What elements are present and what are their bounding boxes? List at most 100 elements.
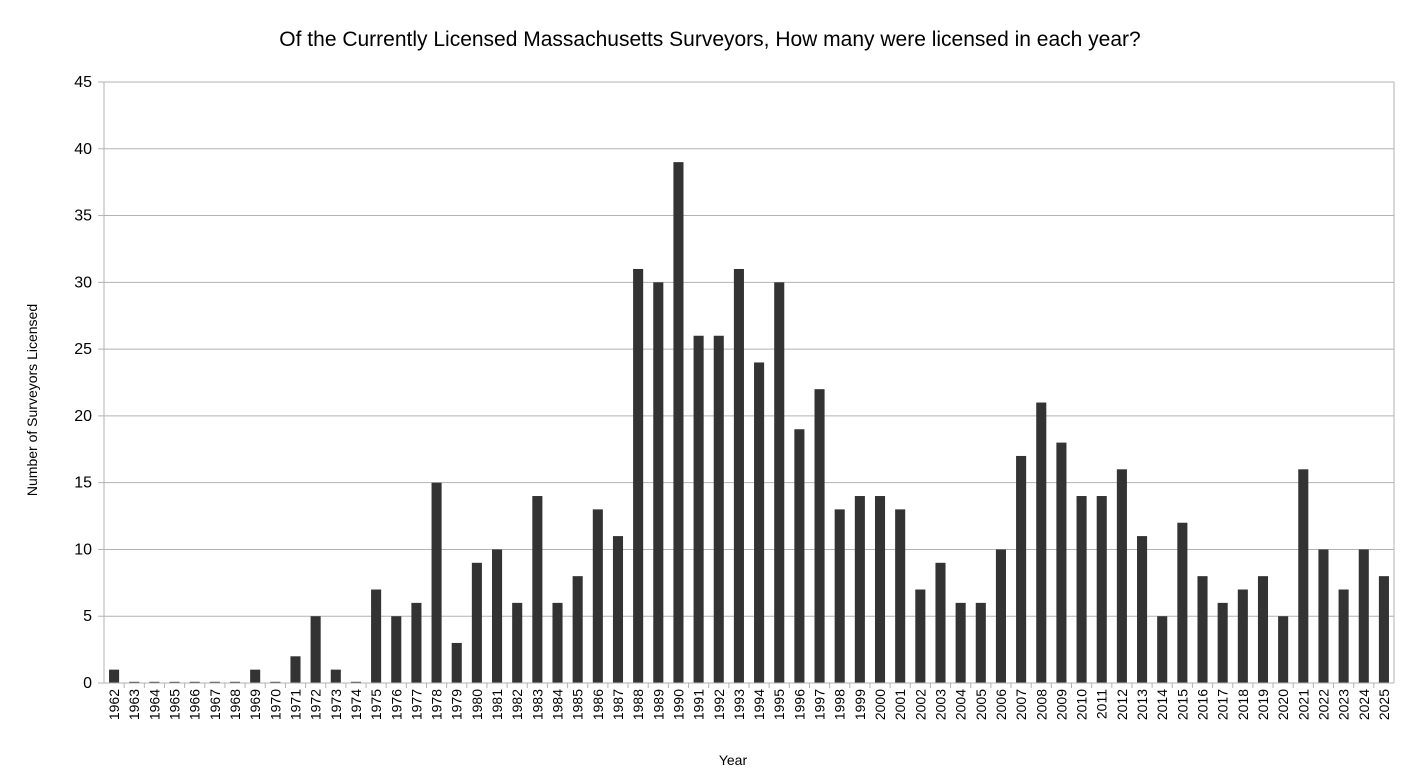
x-tick-label: 1996 (791, 689, 807, 720)
bar (391, 616, 402, 683)
chart-title: Of the Currently Licensed Massachusetts … (279, 28, 1140, 51)
x-tick-label: 1991 (691, 689, 707, 720)
bar (1056, 442, 1067, 683)
bar (411, 602, 422, 683)
x-tick-label: 1993 (731, 689, 747, 720)
bar (1298, 469, 1309, 683)
x-tick-label: 1971 (287, 689, 303, 720)
x-tick-label: 1987 (610, 689, 626, 720)
y-tick-labels: 0 5 10 15 20 25 30 35 40 45 (74, 74, 92, 692)
x-tick-label: 2012 (1114, 689, 1130, 720)
bar (1036, 402, 1047, 683)
x-tick-label: 2020 (1275, 689, 1291, 720)
bar (673, 162, 684, 684)
bar (552, 602, 563, 683)
x-tick-label: 2021 (1295, 689, 1311, 720)
x-tick-label: 1989 (650, 689, 666, 720)
x-tick-label: 1979 (449, 689, 465, 720)
x-tick-label: 2019 (1255, 689, 1271, 720)
bar (129, 681, 140, 683)
x-tick-label: 1964 (146, 689, 162, 720)
x-tick-label: 1983 (529, 689, 545, 720)
bar (874, 496, 886, 683)
x-tick-label: 2014 (1154, 689, 1170, 720)
x-tick-labels: 1962 1963 1964 1965 1966 1967 1968 1969 1970 1971… (106, 689, 1392, 720)
y-tick-label: 5 (83, 608, 92, 625)
bar (592, 509, 603, 683)
x-tick-label: 1970 (267, 689, 283, 720)
bar (270, 681, 281, 683)
x-tick-label: 2010 (1074, 689, 1090, 720)
x-tick-label: 1984 (550, 689, 566, 720)
x-tick-label: 1977 (408, 689, 424, 720)
x-tick-label: 1966 (187, 689, 203, 720)
bar (310, 616, 321, 683)
x-tick-label: 2011 (1094, 689, 1110, 719)
x-tick-label: 2003 (932, 689, 948, 720)
bar (572, 576, 583, 683)
x-tick-label: 1972 (308, 689, 324, 720)
bar (229, 681, 241, 683)
x-tick-label: 2018 (1235, 689, 1251, 720)
bar (814, 389, 825, 683)
y-tick-label: 20 (74, 408, 92, 425)
bar (1157, 616, 1168, 683)
x-tick-label: 1985 (570, 689, 586, 720)
x-tick-label: 1973 (328, 689, 344, 720)
bar (612, 536, 624, 683)
bar (713, 335, 724, 683)
bar (1358, 549, 1369, 683)
bar (915, 589, 926, 683)
bar (1237, 589, 1248, 683)
x-tick-label: 1986 (590, 689, 606, 720)
y-tick-label: 10 (74, 541, 92, 558)
bar (330, 669, 341, 683)
x-tick-label: 2024 (1356, 689, 1372, 720)
x-tick-label: 1967 (207, 689, 223, 720)
x-tick-label: 2000 (872, 689, 888, 720)
y-tick-label: 35 (74, 208, 92, 225)
bar (451, 642, 462, 683)
x-tick-label: 1962 (106, 689, 122, 720)
bar (350, 681, 361, 683)
x-tick-label: 2023 (1336, 689, 1352, 720)
axes (103, 82, 1395, 684)
bar (1076, 496, 1087, 683)
y-tick-label: 15 (74, 475, 92, 492)
x-tick-label: 1988 (630, 689, 646, 720)
bar (1257, 576, 1269, 683)
x-tick-label: 2009 (1053, 689, 1069, 720)
bar (1318, 549, 1329, 683)
x-tick-label: 1990 (670, 689, 686, 720)
x-tick-label: 1963 (126, 689, 142, 720)
bar (512, 602, 523, 683)
bar (492, 549, 503, 683)
x-tick-label: 1981 (489, 689, 505, 720)
bar (1338, 589, 1349, 683)
bar (1197, 576, 1208, 683)
bar (633, 268, 644, 683)
bar (250, 669, 261, 683)
x-axis-label: Year (719, 752, 748, 768)
x-tick-label: 1965 (167, 689, 183, 720)
bar (371, 589, 382, 683)
bar (1217, 602, 1228, 683)
x-tick-label: 1995 (771, 689, 787, 720)
x-tick-label: 1974 (348, 689, 364, 720)
bar (431, 482, 442, 683)
bar (975, 602, 986, 683)
bar (209, 681, 220, 683)
x-tick-label: 1997 (812, 689, 828, 720)
bar (955, 602, 966, 683)
y-axis-label: Number of Surveyors Licensed (24, 304, 40, 496)
bar (532, 496, 543, 683)
bar (189, 681, 200, 683)
bar (290, 656, 301, 683)
x-tick-label: 1994 (751, 689, 767, 720)
x-tick-label: 1968 (227, 689, 243, 720)
bar (1278, 616, 1289, 683)
x-tick-label: 2016 (1195, 689, 1211, 720)
x-tick-label: 2001 (892, 689, 908, 720)
x-tick-label: 2005 (973, 689, 989, 720)
